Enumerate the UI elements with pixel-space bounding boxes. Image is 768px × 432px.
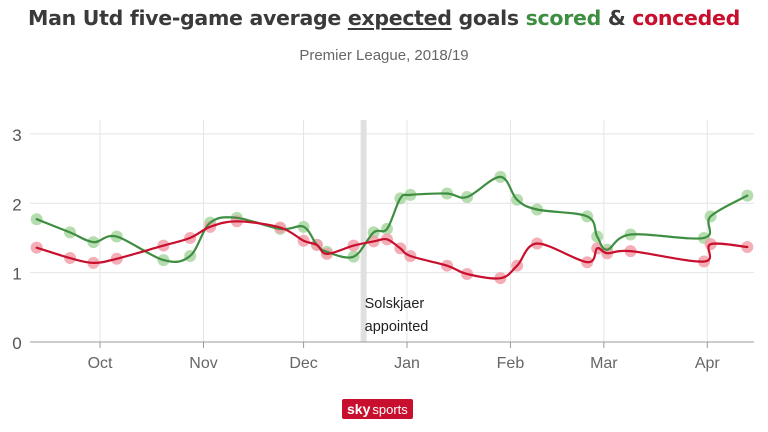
x-tick-label: Apr [695,355,721,372]
x-tick-label: Dec [289,355,317,372]
x-tick-label: Mar [590,355,618,372]
y-tick-label: 1 [12,265,21,284]
title-scored: scored [525,6,602,30]
chart-subtitle: Premier League, 2018/19 [299,47,469,64]
x-tick-label: Feb [497,355,525,372]
y-tick-label: 3 [12,126,21,145]
series-lines [35,175,749,280]
annotation-label-line1: Solskjaer [365,296,425,312]
x-tick-label: Jan [394,355,420,372]
x-tick-label: Oct [88,355,113,372]
annotation-band [360,120,367,342]
conceded-line [35,220,749,280]
scored-line [35,175,749,263]
chart-title: Man Utd five-game average expected goals… [28,6,740,30]
y-tick-label: 0 [12,334,21,353]
x-tick-label: Nov [189,355,217,372]
series-points [30,170,754,285]
annotation-label-line2: appointed [365,319,429,335]
axes: 0 1 2 3 Oct Nov Dec Jan Feb Mar Apr [12,126,754,372]
sky-sports-logo: sky sports [342,399,413,419]
annotation: Solskjaer appointed [360,120,429,342]
y-tick-label: 2 [12,195,21,214]
title-conceded: conceded [632,6,740,30]
